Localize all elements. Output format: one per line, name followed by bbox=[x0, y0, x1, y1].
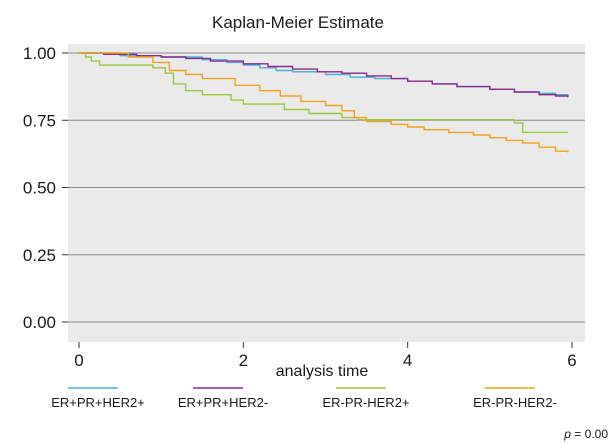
y-tick-label: 1.00 bbox=[23, 44, 56, 63]
x-tick-label: 6 bbox=[567, 351, 576, 370]
y-tick-label: 0.25 bbox=[23, 246, 56, 265]
survival-curves bbox=[79, 52, 569, 153]
legend-label: ER-PR-HER2+ bbox=[322, 395, 409, 410]
y-tick-label: 0.50 bbox=[23, 179, 56, 198]
x-axis-label: analysis time bbox=[276, 363, 369, 380]
legend-label: ER+PR+HER2+ bbox=[51, 395, 145, 410]
legend-label: ER-PR-HER2- bbox=[473, 395, 557, 410]
survival-curve bbox=[79, 52, 569, 153]
survival-curve bbox=[79, 52, 569, 98]
legend-label: ER+PR+HER2- bbox=[178, 395, 268, 410]
survival-curve bbox=[79, 52, 568, 134]
plot-area bbox=[68, 44, 585, 342]
y-tick-label: 0.75 bbox=[23, 111, 56, 130]
p-value-annotation: p = 0.00 bbox=[563, 427, 608, 441]
gridlines bbox=[68, 52, 585, 323]
y-tick-label: 0.00 bbox=[23, 313, 56, 332]
p-value-symbol: p bbox=[563, 427, 571, 441]
x-tick-label: 4 bbox=[403, 351, 412, 370]
x-tick-label: 2 bbox=[239, 351, 248, 370]
x-tick-label: 0 bbox=[74, 351, 83, 370]
legend: ER+PR+HER2+ ER+PR+HER2- ER-PR-HER2+ ER-PR-H… bbox=[51, 387, 557, 410]
p-value-text: = 0.00 bbox=[571, 427, 608, 441]
axes: 0.00 0.25 0.50 0.75 1.00 0 2 4 6 bbox=[23, 44, 577, 370]
chart-title: Kaplan-Meier Estimate bbox=[212, 13, 384, 32]
